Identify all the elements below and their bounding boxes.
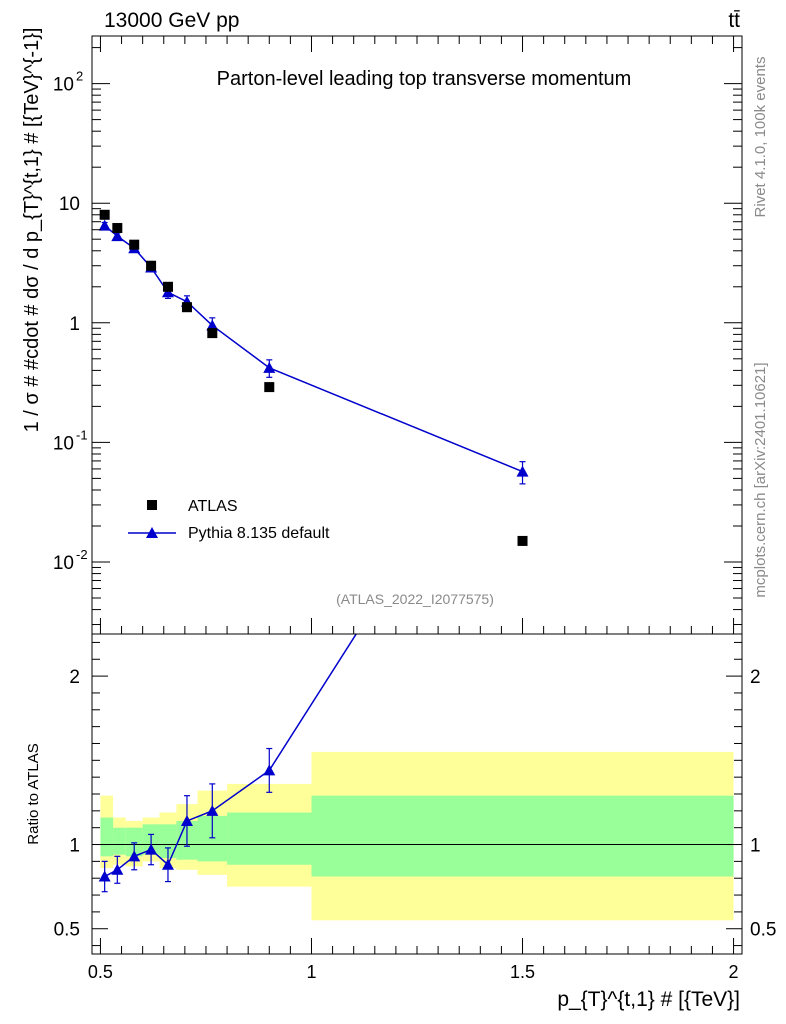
ratio-green-band-bin	[113, 827, 126, 855]
ratio-uncertainty-bands	[100, 751, 734, 921]
atlas-point	[207, 328, 218, 339]
pythia-point	[111, 230, 124, 242]
x-tick-label: 1.5	[510, 962, 535, 982]
ratio-y-tick-label-right: 0.5	[750, 920, 776, 941]
rivet-version-label: Rivet 4.1.0, 100k events	[752, 57, 769, 218]
x-tick-label: 1	[306, 962, 316, 982]
ratio-y-tick-label: 1	[69, 836, 80, 857]
legend-label-atlas: ATLAS	[188, 498, 238, 515]
atlas-point	[129, 239, 140, 250]
energy-label: 13000 GeV pp	[104, 9, 239, 32]
ratio-point	[161, 858, 174, 870]
ratio-point	[206, 804, 219, 816]
ratio-series	[98, 367, 529, 893]
ratio-y-tick-label: 0.5	[54, 920, 80, 941]
chart-title: Parton-level leading top transverse mome…	[217, 68, 632, 90]
legend-label-pythia: Pythia 8.135 default	[188, 525, 330, 542]
ratio-green-band-bin	[125, 827, 143, 857]
y-tick-exponent: -2	[76, 547, 88, 562]
legend-marker-pythia	[146, 527, 158, 538]
ratio-y-axis-label: Ratio to ATLAS	[25, 743, 42, 844]
main-y-axis-label: 1 / σ # #cdot # dσ / d p_{T}^{t,1} # [{T…	[21, 28, 43, 433]
ratio-point	[145, 843, 158, 855]
atlas-point	[99, 209, 110, 220]
y-tick-label: 10	[53, 75, 74, 96]
ratio-y-tick-label: 2	[69, 667, 80, 688]
ratio-y-tick-label-right: 1	[750, 836, 761, 857]
ratio-green-band-bin	[100, 817, 114, 857]
atlas-point	[181, 302, 192, 313]
x-axis-label: p_{T}^{t,1} # [{TeV}]	[557, 988, 740, 1011]
ratio-point	[98, 870, 111, 882]
ratio-point	[128, 850, 141, 862]
atlas-point	[517, 535, 528, 546]
x-tick-label: 0.5	[88, 962, 113, 982]
process-label: tt̄	[728, 9, 740, 32]
ratio-point	[180, 814, 193, 826]
ratio-green-band-bin	[311, 795, 734, 877]
y-tick-label: 10	[53, 433, 74, 454]
ratio-y-tick-label-right: 2	[750, 667, 761, 688]
pythia-line	[104, 224, 523, 473]
atlas-point	[264, 382, 275, 393]
legend-marker-atlas	[147, 500, 157, 510]
axis-ticks	[92, 36, 742, 954]
main-series	[98, 209, 529, 546]
atlas-point	[112, 223, 123, 234]
pythia-point	[206, 319, 219, 331]
y-tick-exponent: 2	[76, 69, 83, 84]
ratio-point	[517, 367, 529, 378]
legend: ATLAS Pythia 8.135 default	[128, 498, 330, 542]
y-tick-label: 10	[59, 194, 80, 215]
main-panel-frame	[91, 35, 743, 635]
source-label: mcplots.cern.ch [arXiv:2401.10621]	[752, 362, 769, 597]
pythia-point	[263, 361, 276, 373]
ratio-green-band-bin	[159, 824, 177, 858]
pythia-point	[516, 465, 529, 477]
y-tick-exponent: -1	[76, 427, 88, 442]
atlas-point	[162, 281, 173, 292]
pythia-point	[98, 219, 111, 231]
y-tick-label: 10	[53, 553, 74, 574]
y-tick-label: 1	[69, 314, 80, 335]
analysis-tag: (ATLAS_2022_I2077575)	[336, 591, 494, 607]
ratio-green-band-bin	[227, 812, 312, 865]
x-tick-label: 2	[729, 962, 739, 982]
ratio-point	[263, 764, 276, 776]
atlas-point	[146, 260, 157, 271]
ratio-point	[111, 863, 124, 875]
